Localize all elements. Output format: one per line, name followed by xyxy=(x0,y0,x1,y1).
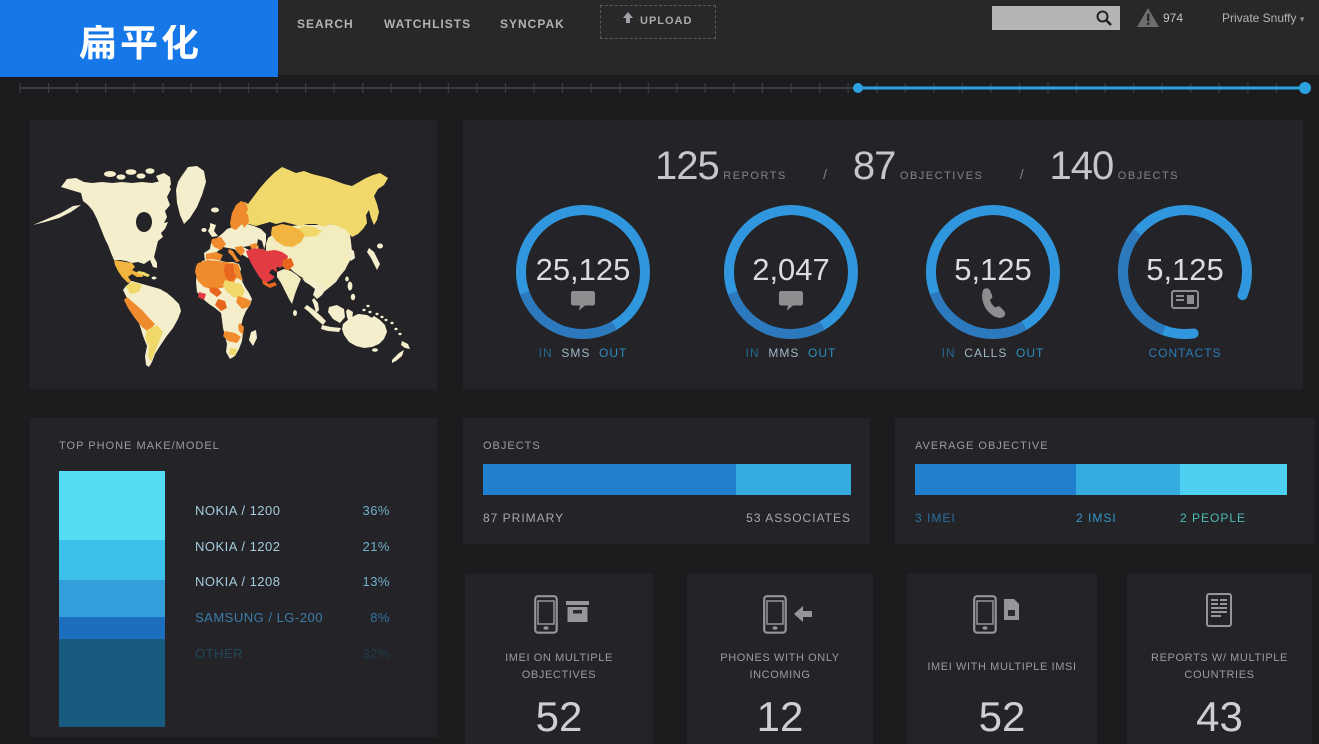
svg-text:5,125: 5,125 xyxy=(954,252,1032,287)
svg-text:5,125: 5,125 xyxy=(1146,252,1224,287)
svg-text:25,125: 25,125 xyxy=(536,252,631,287)
svg-text:IN CALLS OUT: IN CALLS OUT xyxy=(942,346,1045,360)
svg-text:CONTACTS: CONTACTS xyxy=(1148,346,1221,360)
svg-text:IN SMS OUT: IN SMS OUT xyxy=(539,346,628,360)
svg-text:IN MMS OUT: IN MMS OUT xyxy=(746,346,837,360)
svg-text:2,047: 2,047 xyxy=(752,252,830,287)
